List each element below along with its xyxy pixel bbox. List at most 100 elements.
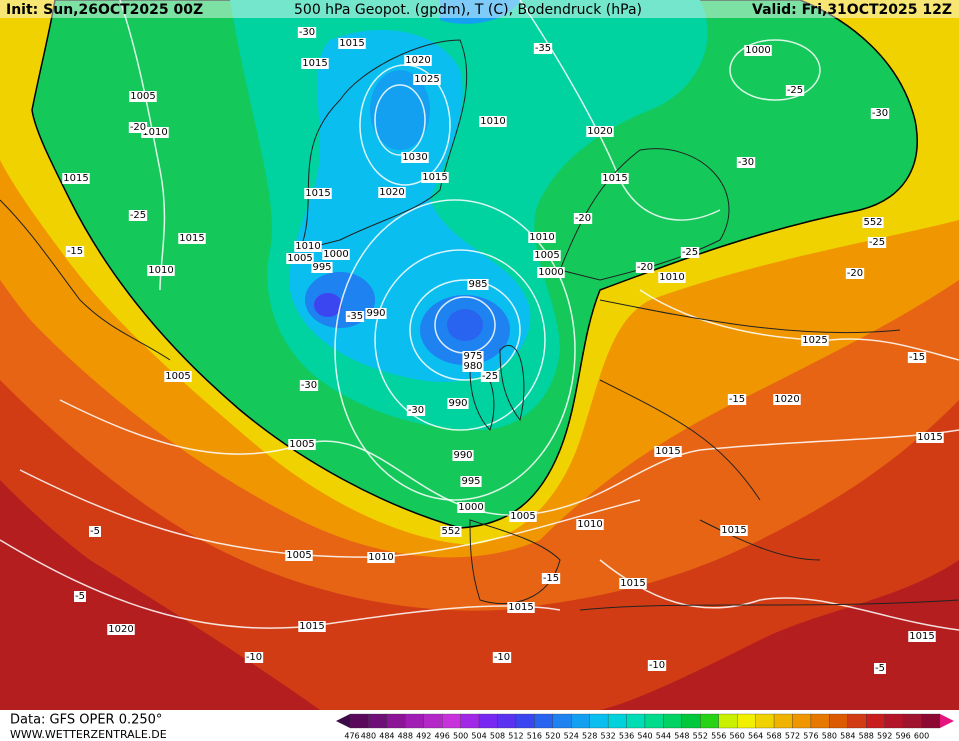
map-label: 1015 (917, 432, 942, 443)
label-bg (128, 210, 148, 221)
label-bg (294, 241, 322, 252)
greenland (299, 39, 468, 251)
america-coast (0, 199, 171, 361)
map-title: 500 hPa Geopot. (gpdm), T (C), Bodendruc… (294, 2, 642, 18)
legend-label: 600 (914, 732, 929, 741)
legend-label: 560 (730, 732, 745, 741)
legend-label: 552 (693, 732, 708, 741)
label-bg (647, 660, 667, 671)
map-label: 1020 (587, 126, 612, 137)
legend-cell (755, 713, 775, 729)
legend-cell (386, 713, 406, 729)
map-label: -25 (482, 371, 498, 382)
map-label: 1010 (368, 552, 393, 563)
isobar (409, 279, 521, 381)
isobar (729, 39, 821, 101)
label-bg (311, 262, 333, 273)
legend-label: 512 (508, 732, 523, 741)
map-label: 1005 (289, 439, 314, 450)
label-bg (285, 550, 313, 561)
label-bg (736, 157, 756, 168)
map-label: 1005 (510, 511, 535, 522)
map-label: 1010 (148, 265, 173, 276)
label-bg (867, 237, 887, 248)
label-bg (601, 173, 629, 184)
legend-cell (866, 713, 885, 729)
label-bg (533, 250, 561, 261)
label-bg (286, 253, 314, 264)
legend-label: 536 (619, 732, 634, 741)
legend-cell (847, 713, 867, 729)
legend-label: 580 (822, 732, 837, 741)
map-label: 985 (468, 279, 487, 290)
isobar (334, 199, 576, 501)
map-label: 1010 (577, 519, 602, 530)
label-bg (658, 272, 686, 283)
map-label: 1020 (379, 187, 404, 198)
scandinavia (559, 148, 730, 281)
map-label: -5 (90, 526, 100, 537)
map-label: -35 (347, 311, 363, 322)
label-bg (457, 502, 485, 513)
legend-cell (607, 713, 627, 729)
isobar (374, 249, 546, 431)
legend-cell (718, 713, 738, 729)
legend-label: 484 (379, 732, 394, 741)
legend-cell (497, 713, 517, 729)
map-label: 1015 (63, 173, 88, 184)
map-label: 1010 (480, 116, 505, 127)
label-bg (460, 476, 482, 487)
cold-pool (370, 70, 430, 150)
legend-label: 476 (344, 732, 359, 741)
legend-label: 524 (564, 732, 579, 741)
map-label: 552 (863, 217, 882, 228)
label-bg (654, 446, 682, 457)
init-time: Init: Sun,26OCT2025 00Z (6, 2, 203, 18)
legend-cell (644, 713, 664, 729)
map-label: 1005 (165, 371, 190, 382)
map-label: 1015 (422, 172, 447, 183)
label-bg (492, 652, 512, 663)
label-bg (874, 663, 886, 674)
label-bg (635, 262, 655, 273)
isobar (599, 559, 959, 631)
map-label: 1015 (179, 233, 204, 244)
legend-cell (368, 713, 388, 729)
label-bg (507, 602, 535, 613)
map-label: -15 (67, 246, 83, 257)
legend-label: 556 (711, 732, 726, 741)
map-label: 1025 (802, 335, 827, 346)
legend-label: 548 (674, 732, 689, 741)
map-label: -25 (787, 85, 803, 96)
legend-label: 532 (600, 732, 615, 741)
map-label: 1010 (529, 232, 554, 243)
map-label: 1015 (508, 602, 533, 613)
label-bg (845, 268, 865, 279)
legend-label: 588 (859, 732, 874, 741)
low-center-west (314, 293, 342, 317)
legend-label: 496 (435, 732, 450, 741)
label-bg (413, 74, 441, 85)
legend-label: 488 (398, 732, 413, 741)
map-label: 1025 (414, 74, 439, 85)
label-bg (462, 351, 484, 362)
legend-label: 480 (361, 732, 376, 741)
map-label: -30 (408, 405, 424, 416)
legend-label: 564 (748, 732, 763, 741)
label-bg (573, 213, 593, 224)
legend-cell (349, 713, 369, 729)
legend-label: 576 (803, 732, 818, 741)
map-label: 1015 (602, 173, 627, 184)
label-bg (727, 394, 747, 405)
label-bg (537, 267, 565, 278)
legend-label: 492 (416, 732, 431, 741)
map-label: 1005 (286, 550, 311, 561)
isobar (374, 84, 426, 156)
label-bg (147, 265, 175, 276)
label-bg (74, 591, 86, 602)
map-label: -20 (637, 262, 653, 273)
legend-cell (663, 713, 683, 729)
legend-label: 504 (471, 732, 486, 741)
label-bg (345, 311, 365, 322)
